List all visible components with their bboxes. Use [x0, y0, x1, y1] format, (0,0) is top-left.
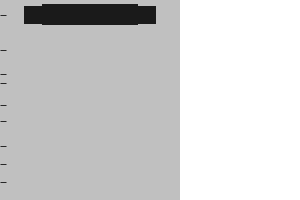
- Bar: [0, 0, 180, 200]
